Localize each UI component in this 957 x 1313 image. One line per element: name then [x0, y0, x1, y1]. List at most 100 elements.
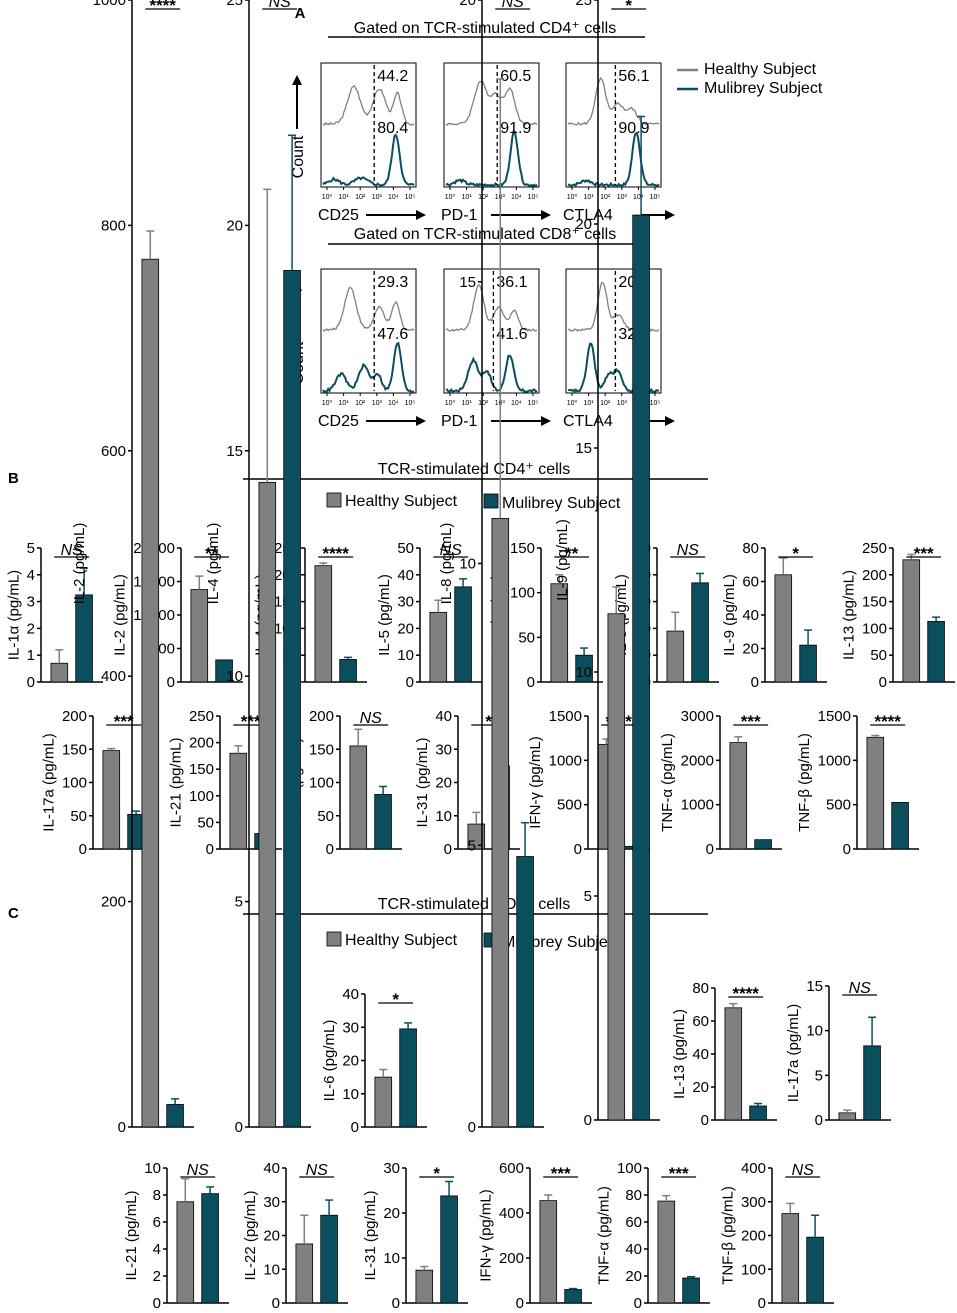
y-tick-label: 100	[617, 1160, 642, 1177]
marker-label: CD25	[318, 413, 359, 430]
y-tick-label: 6	[153, 1214, 161, 1231]
histogram-tick-label: 10²	[478, 400, 489, 407]
y-tick-label: 150	[62, 741, 87, 758]
histogram-tick-label: 10⁰	[567, 399, 578, 407]
healthy-histogram-curve	[445, 80, 538, 126]
y-tick-label: 2	[153, 1268, 161, 1285]
marker-axis-arrow-head	[416, 210, 426, 220]
y-tick-label: 30	[435, 741, 452, 758]
panel-letter: B	[8, 470, 19, 487]
healthy-bar	[781, 1213, 800, 1304]
histogram-tick-label: 10⁴	[388, 194, 399, 201]
bar-chart: 0 1 2 3 4 5IL-1α (pg/mL) NS	[6, 540, 103, 691]
y-tick-label: 25	[226, 0, 243, 9]
mulibrey-bar	[215, 659, 233, 683]
y-tick-label: 10	[459, 556, 476, 573]
y-tick-label: 8	[153, 1187, 161, 1204]
y-tick-label: 500	[557, 797, 582, 814]
legend-healthy-label: Healthy Subject	[704, 61, 817, 78]
significance-label: ****	[874, 712, 901, 731]
mulibrey-percentage: 41.6	[496, 326, 527, 343]
significance-label: ***	[241, 712, 261, 731]
y-tick-label: 500	[826, 797, 851, 814]
healthy-bar	[374, 1076, 393, 1128]
y-tick-label: 40	[625, 1241, 642, 1258]
healthy-bar	[666, 630, 685, 683]
panel-title: TCR-stimulated CD8⁺ cells	[378, 896, 570, 913]
significance-label: *	[625, 0, 632, 15]
histogram-tick-label: 10⁵	[650, 194, 661, 201]
healthy-histogram-curve	[567, 76, 660, 126]
y-axis-label: IL-13 (pg/mL)	[671, 1009, 688, 1099]
histogram-tick-label: 10²	[478, 194, 489, 201]
healthy-bar	[349, 745, 368, 850]
marker-label: CTLA4	[563, 207, 613, 224]
y-tick-label: 400	[499, 1205, 524, 1222]
y-axis-label: IL-2 (pg/mL)	[71, 523, 88, 605]
y-tick-label: 15	[806, 978, 823, 995]
mulibrey-bar	[374, 794, 392, 850]
mulibrey-bar	[806, 1236, 824, 1304]
mulibrey-bar	[454, 586, 472, 683]
y-tick-label: 15	[459, 274, 476, 291]
y-tick-label: 5	[235, 894, 243, 911]
y-tick-label: 0	[326, 841, 334, 858]
y-tick-label: 0	[79, 841, 87, 858]
y-axis-label: IL-17a (pg/mL)	[41, 733, 58, 831]
panel-a-letter: A	[295, 5, 306, 22]
healthy-bar	[415, 1269, 434, 1304]
y-tick-label: 200	[101, 894, 126, 911]
y-tick-label: 400	[101, 668, 126, 685]
y-tick-label: 200	[741, 1228, 766, 1245]
significance-label: ****	[149, 0, 176, 15]
y-tick-label: 1000	[681, 797, 714, 814]
legend-healthy-swatch	[326, 931, 342, 947]
mulibrey-bar	[399, 1028, 417, 1128]
y-tick-label: 10	[435, 808, 452, 825]
y-tick-label: 10	[383, 1250, 400, 1267]
significance-label: **	[205, 544, 219, 563]
mulibrey-bar	[320, 1214, 338, 1304]
significance-label: ***	[551, 1164, 571, 1183]
healthy-bar	[141, 258, 160, 1128]
histogram-tick-label: 10⁰	[445, 193, 456, 201]
mulibrey-histogram-curve	[445, 354, 538, 394]
histogram-tick-label: 10⁰	[445, 399, 456, 407]
y-tick-label: 20	[383, 1205, 400, 1222]
healthy-bar	[539, 1200, 558, 1304]
y-tick-label: 1000	[93, 0, 126, 9]
histogram-tick-label: 10²	[600, 194, 611, 201]
y-tick-label: 0	[815, 1112, 823, 1129]
histogram-tick-label: 10²	[355, 400, 366, 407]
y-tick-label: 0	[351, 1119, 359, 1136]
y-tick-label: 25	[575, 0, 592, 9]
y-tick-label: 60	[742, 574, 759, 591]
healthy-percentage: 36.1	[496, 274, 527, 291]
y-axis-label: TNF-β (pg/mL)	[720, 1186, 737, 1285]
y-axis-label: IL-31 (pg/mL)	[362, 1190, 379, 1280]
y-tick-label: 0	[574, 841, 582, 858]
significance-label: NS	[677, 542, 700, 559]
histogram-tick-label: 10⁵	[405, 194, 416, 201]
y-tick-label: 150	[189, 761, 214, 778]
y-tick-label: 200	[862, 567, 887, 584]
histogram-tick-label: 10⁰	[322, 399, 333, 407]
y-axis-label: IL-17a (pg/mL)	[785, 1004, 802, 1102]
y-tick-label: 1	[27, 647, 35, 664]
y-axis-label: IL-6 (pg/mL)	[321, 1020, 338, 1102]
y-tick-label: 20	[692, 1079, 709, 1096]
y-tick-label: 10	[342, 1086, 359, 1103]
y-tick-label: 50	[317, 808, 334, 825]
y-tick-label: 80	[625, 1187, 642, 1204]
histogram-tick-label: 10¹	[584, 194, 595, 201]
bar-chart: 0 200 400 600 800 1000 IL-2 (pg/mL) ****	[71, 0, 194, 1136]
y-axis-label: IL-2 (pg/mL)	[112, 574, 129, 656]
healthy-bar	[838, 1112, 857, 1121]
mulibrey-bar	[339, 659, 357, 683]
y-tick-label: 10	[575, 664, 592, 681]
